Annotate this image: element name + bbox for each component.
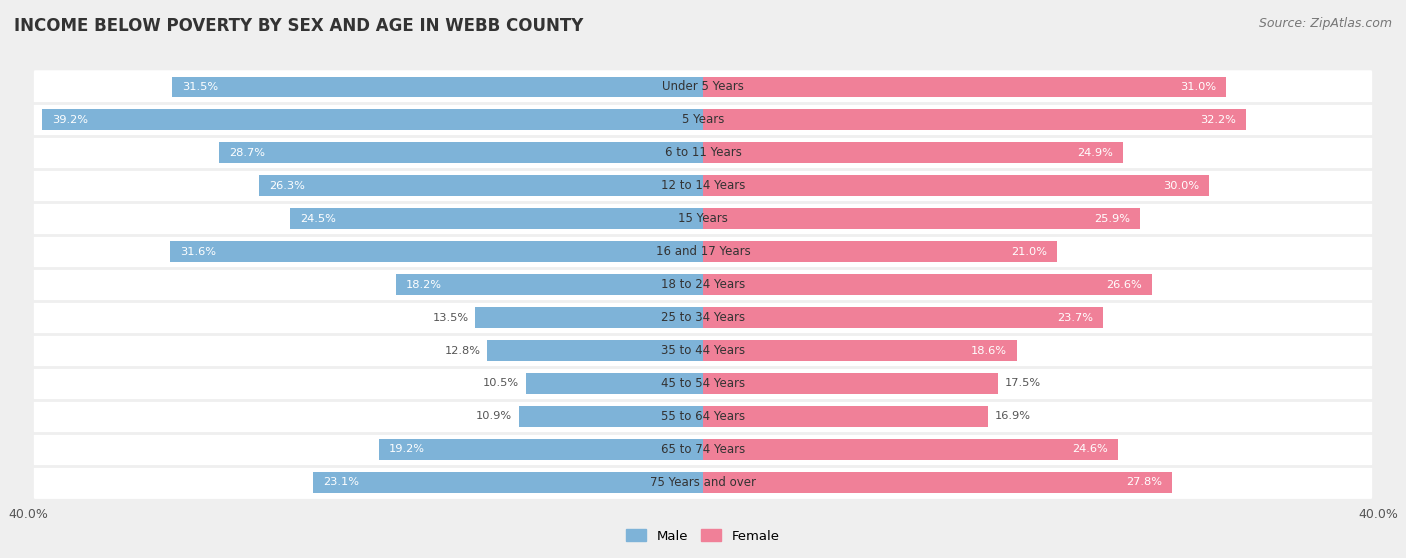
Text: 27.8%: 27.8% (1126, 478, 1161, 488)
Text: Source: ZipAtlas.com: Source: ZipAtlas.com (1258, 17, 1392, 30)
Bar (703, 307, 1102, 328)
Text: 10.9%: 10.9% (477, 411, 512, 421)
Bar (703, 209, 1140, 229)
Bar (486, 340, 703, 361)
Text: 65 to 74 Years: 65 to 74 Years (661, 443, 745, 456)
Text: 6 to 11 Years: 6 to 11 Years (665, 146, 741, 159)
Bar (219, 142, 703, 163)
Bar (703, 76, 1226, 97)
Bar (526, 373, 703, 394)
Text: 16 and 17 Years: 16 and 17 Years (655, 245, 751, 258)
FancyBboxPatch shape (34, 169, 1372, 202)
Text: 25 to 34 Years: 25 to 34 Years (661, 311, 745, 324)
Bar (703, 340, 1017, 361)
Text: INCOME BELOW POVERTY BY SEX AND AGE IN WEBB COUNTY: INCOME BELOW POVERTY BY SEX AND AGE IN W… (14, 17, 583, 35)
Bar (380, 439, 703, 460)
Text: 12.8%: 12.8% (444, 345, 481, 355)
Bar (519, 406, 703, 427)
Text: 16.9%: 16.9% (995, 411, 1031, 421)
Text: 5 Years: 5 Years (682, 113, 724, 126)
FancyBboxPatch shape (34, 235, 1372, 268)
Text: 18.2%: 18.2% (406, 280, 441, 290)
Bar (703, 242, 1057, 262)
FancyBboxPatch shape (34, 466, 1372, 499)
Text: 30.0%: 30.0% (1163, 181, 1199, 191)
Bar (703, 142, 1123, 163)
Text: 21.0%: 21.0% (1011, 247, 1047, 257)
FancyBboxPatch shape (34, 367, 1372, 400)
FancyBboxPatch shape (34, 433, 1372, 466)
Text: 25.9%: 25.9% (1094, 214, 1130, 224)
Text: 24.6%: 24.6% (1073, 444, 1108, 454)
Text: 55 to 64 Years: 55 to 64 Years (661, 410, 745, 423)
FancyBboxPatch shape (34, 334, 1372, 367)
Text: 75 Years and over: 75 Years and over (650, 476, 756, 489)
Text: 18 to 24 Years: 18 to 24 Years (661, 278, 745, 291)
Legend: Male, Female: Male, Female (621, 524, 785, 548)
Text: 35 to 44 Years: 35 to 44 Years (661, 344, 745, 357)
Text: 32.2%: 32.2% (1201, 115, 1236, 125)
Bar (703, 175, 1209, 196)
Text: 13.5%: 13.5% (433, 312, 468, 323)
Text: 23.1%: 23.1% (323, 478, 360, 488)
Text: 28.7%: 28.7% (229, 148, 264, 158)
Bar (396, 275, 703, 295)
Text: 23.7%: 23.7% (1057, 312, 1092, 323)
Bar (703, 439, 1118, 460)
Text: 31.0%: 31.0% (1180, 81, 1216, 92)
Text: Under 5 Years: Under 5 Years (662, 80, 744, 93)
Bar (170, 242, 703, 262)
Text: 19.2%: 19.2% (389, 444, 425, 454)
Text: 45 to 54 Years: 45 to 54 Years (661, 377, 745, 390)
FancyBboxPatch shape (34, 136, 1372, 169)
Bar (314, 472, 703, 493)
Bar (703, 275, 1152, 295)
FancyBboxPatch shape (34, 103, 1372, 136)
Text: 12 to 14 Years: 12 to 14 Years (661, 179, 745, 192)
Text: 17.5%: 17.5% (1005, 378, 1040, 388)
FancyBboxPatch shape (34, 301, 1372, 334)
Text: 15 Years: 15 Years (678, 212, 728, 225)
Bar (703, 109, 1246, 130)
Bar (703, 472, 1173, 493)
Text: 31.5%: 31.5% (181, 81, 218, 92)
Bar (703, 406, 988, 427)
Text: 31.6%: 31.6% (180, 247, 217, 257)
FancyBboxPatch shape (34, 70, 1372, 103)
FancyBboxPatch shape (34, 400, 1372, 433)
FancyBboxPatch shape (34, 202, 1372, 235)
Text: 24.9%: 24.9% (1077, 148, 1114, 158)
Text: 39.2%: 39.2% (52, 115, 87, 125)
FancyBboxPatch shape (34, 268, 1372, 301)
Text: 10.5%: 10.5% (484, 378, 519, 388)
Text: 24.5%: 24.5% (299, 214, 336, 224)
Bar (42, 109, 703, 130)
Text: 18.6%: 18.6% (970, 345, 1007, 355)
Bar (703, 373, 998, 394)
Bar (259, 175, 703, 196)
Text: 26.6%: 26.6% (1107, 280, 1142, 290)
Text: 26.3%: 26.3% (270, 181, 305, 191)
Bar (172, 76, 703, 97)
Bar (475, 307, 703, 328)
Bar (290, 209, 703, 229)
